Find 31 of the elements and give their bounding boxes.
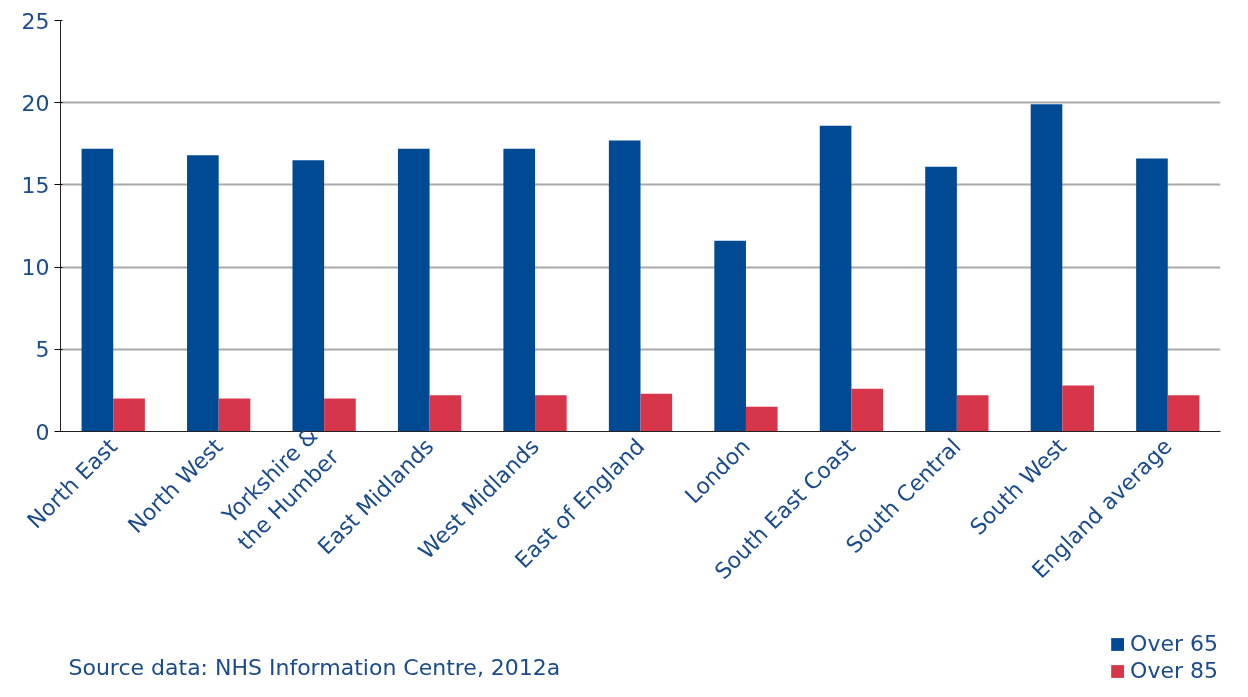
bar bbox=[503, 148, 536, 432]
bar bbox=[292, 160, 325, 432]
bar bbox=[113, 398, 145, 432]
y-tick-label: 10 bbox=[21, 255, 50, 281]
bar bbox=[608, 140, 641, 432]
bar bbox=[745, 406, 778, 432]
bar bbox=[1136, 158, 1168, 432]
source-note: Source data: NHS Information Centre, 2012a bbox=[68, 654, 561, 680]
legend-label: Over 65 bbox=[1130, 631, 1218, 656]
bar bbox=[819, 125, 852, 432]
bar bbox=[218, 398, 251, 432]
y-tick-label: 25 bbox=[21, 8, 50, 34]
y-tick-label: 0 bbox=[35, 419, 50, 445]
bar bbox=[187, 155, 219, 432]
bar bbox=[925, 166, 957, 432]
bar bbox=[429, 395, 462, 432]
bar bbox=[535, 395, 567, 432]
bar bbox=[956, 395, 989, 432]
bar bbox=[1062, 385, 1094, 432]
bar bbox=[1030, 104, 1063, 432]
legend-label: Over 85 bbox=[1130, 658, 1218, 683]
bar bbox=[640, 393, 673, 432]
y-tick-label: 20 bbox=[21, 90, 50, 116]
y-tick-label: 15 bbox=[21, 172, 50, 198]
bar bbox=[324, 398, 356, 432]
bar bbox=[851, 388, 884, 432]
bar bbox=[81, 148, 114, 432]
bar bbox=[1167, 395, 1200, 432]
y-tick-label: 5 bbox=[35, 337, 50, 363]
bar bbox=[397, 148, 430, 432]
bar bbox=[714, 240, 746, 432]
